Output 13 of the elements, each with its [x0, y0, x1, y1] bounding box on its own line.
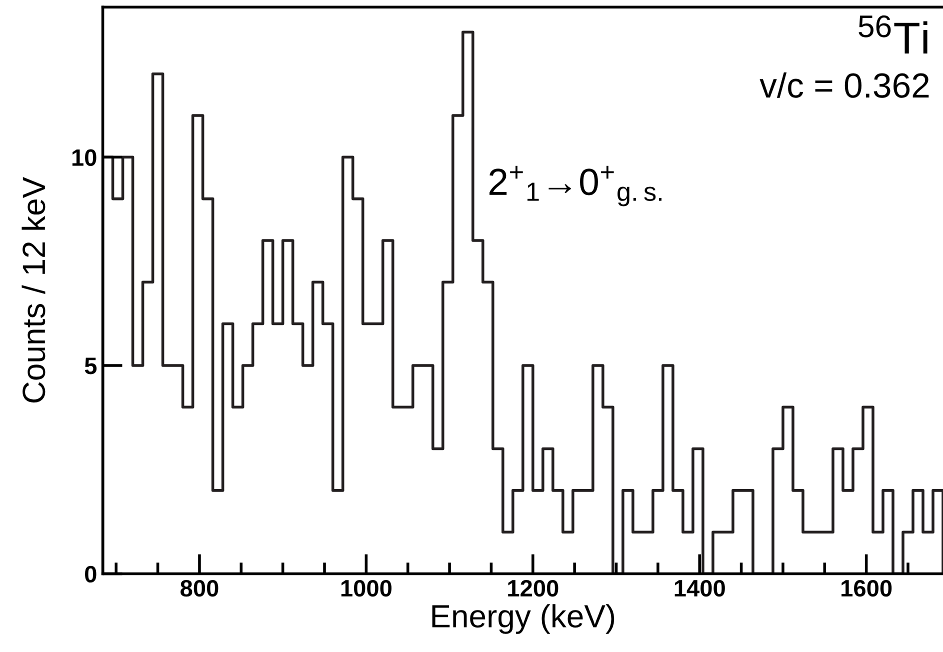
x-axis-title: Energy (keV): [432, 604, 614, 634]
y-tick-label: 10: [72, 149, 96, 166]
annotation: $^{56}$Ti: [858, 15, 928, 54]
y-tick-label: 0: [85, 566, 96, 583]
x-tick-label: 800: [180, 580, 218, 597]
y-axis-title: Counts / 12 keV: [22, 176, 46, 402]
x-tick-label: 1200: [508, 580, 558, 597]
annotation: v/c = 0.362: [760, 72, 929, 98]
y-tick-label: 5: [84, 358, 97, 374]
x-tick-label: 1400: [674, 580, 725, 597]
x-tick-label: 1600: [842, 580, 892, 597]
x-tick-label: 1000: [341, 580, 392, 597]
annotation: 2$^{+}$$_{1}$→0$^{+}$$_{g.s.}$: [489, 166, 662, 206]
